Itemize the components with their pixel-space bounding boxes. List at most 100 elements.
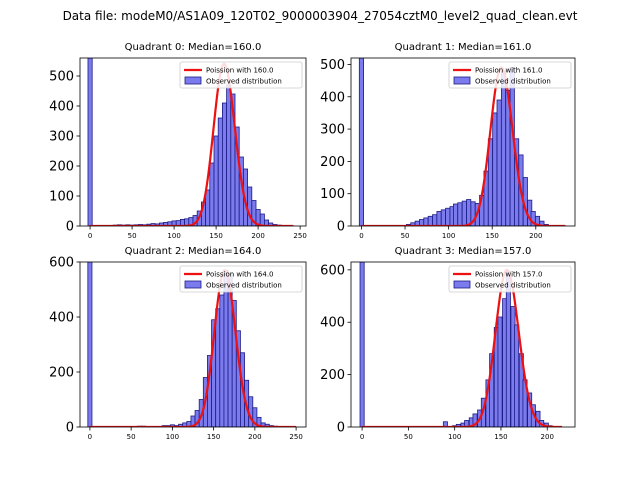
histogram-bar-24 [209, 162, 215, 226]
histogram-bar-9 [440, 209, 446, 226]
x-tick-label: 50 [404, 433, 413, 441]
histogram-bar-0 [87, 262, 93, 427]
subplot-title: Quadrant 0: Median=160.0 [125, 42, 262, 53]
y-tick-label: 400 [49, 311, 74, 326]
histogram-bar-27 [222, 102, 228, 226]
histogram-bar-6 [427, 215, 433, 226]
x-tick-label: 250 [293, 232, 306, 240]
y-tick-label: 500 [320, 58, 345, 73]
x-tick-label: 100 [442, 232, 455, 240]
histogram-bar-7 [432, 214, 438, 226]
x-tick-label: 250 [289, 433, 302, 441]
histogram-bar-8 [436, 211, 442, 226]
histogram-bar-15 [466, 199, 472, 226]
x-tick-label: 0 [88, 232, 92, 240]
subplot-title: Quadrant 3: Median=157.0 [395, 246, 532, 257]
histogram-bar-16 [215, 308, 221, 427]
histogram-bars [87, 262, 278, 427]
x-tick-label: 150 [494, 433, 507, 441]
x-tick-label: 100 [167, 232, 180, 240]
legend-box [179, 61, 303, 89]
x-tick-label: 200 [251, 232, 264, 240]
x-tick-label: 150 [207, 433, 220, 441]
legend-box [448, 61, 572, 89]
histogram-bar-0 [359, 262, 365, 427]
poisson-curve [90, 62, 294, 226]
histogram-bar-5 [464, 420, 470, 427]
histogram-bar-10 [445, 207, 451, 226]
y-tick-label: 500 [49, 70, 74, 85]
histogram-bar-12 [453, 203, 459, 226]
legend-box [179, 265, 303, 293]
axes-frame [79, 57, 307, 227]
panel-quadrant-0: 0 50 100 150 200 250 0 100 200 300 400 500 Quadrant … [49, 42, 307, 240]
x-tick-label: 0 [88, 433, 92, 441]
legend-bar-swatch [453, 280, 471, 289]
x-tick-label: 200 [541, 433, 554, 441]
figure-title: Data file: modeM0/AS1A09_120T02_90000039… [62, 9, 578, 23]
legend-bar-swatch [184, 76, 202, 85]
histogram-bar-14 [461, 200, 467, 226]
y-tick-label: 200 [49, 366, 74, 381]
y-tick-label: 400 [320, 90, 345, 105]
y-tick-label: 200 [320, 368, 345, 383]
x-tick-label: 50 [127, 433, 136, 441]
legend-label-observed: Observed distribution [475, 78, 551, 86]
y-tick-label: 0 [337, 220, 345, 235]
y-tick-label: 600 [49, 256, 74, 271]
y-tick-label: 400 [49, 100, 74, 115]
legend-bar-swatch [453, 76, 471, 85]
subplot-title: Quadrant 1: Median=161.0 [395, 42, 532, 53]
poisson-curve [89, 269, 297, 427]
y-tick-label: 200 [320, 155, 345, 170]
legend-label-poisson: Poission with 164.0 [206, 271, 274, 279]
x-tick-label: 150 [209, 232, 222, 240]
histogram-bar-18 [223, 269, 229, 427]
histogram-bar-25 [213, 135, 219, 226]
histogram-bar-28 [226, 84, 232, 226]
y-tick-label: 0 [66, 220, 74, 235]
histogram-bar-15 [505, 270, 511, 427]
subplot-title: Quadrant 2: Median=164.0 [125, 246, 262, 257]
x-tick-label: 100 [166, 433, 179, 441]
histogram-bar-26 [256, 416, 262, 427]
y-tick-label: 600 [320, 263, 345, 278]
histogram-bar-13 [457, 202, 463, 226]
histogram-bar-0 [358, 58, 365, 226]
x-tick-label: 100 [448, 433, 461, 441]
legend-label-observed: Observed distribution [206, 78, 282, 86]
y-tick-label: 0 [66, 421, 74, 436]
x-tick-label: 50 [128, 232, 137, 240]
histogram-bar-36 [259, 213, 265, 226]
axes-frame [350, 57, 576, 227]
histogram-bar-17 [219, 294, 225, 427]
legend-label-poisson: Poission with 157.0 [475, 271, 543, 279]
legend-bar-swatch [184, 280, 202, 289]
histogram-bar-13 [497, 316, 503, 427]
y-tick-label: 100 [49, 190, 74, 205]
axes-frame [79, 261, 307, 428]
panel-quadrant-3: 0 50 100 150 200 0 200 400 600 Quadrant 3: Median… [320, 246, 576, 441]
x-tick-label: 150 [486, 232, 499, 240]
panel-quadrant-1: 0 50 100 150 200 0 100 200 300 400 500 Quadrant 1: … [320, 42, 576, 240]
y-tick-label: 100 [320, 187, 345, 202]
histogram-bar-17 [514, 324, 520, 427]
histogram-bar-22 [496, 99, 502, 226]
y-tick-label: 400 [320, 316, 345, 331]
legend-label-poisson: Poission with 160.0 [206, 67, 274, 75]
histogram-bar-5 [423, 217, 429, 226]
axes-frame [350, 261, 576, 428]
y-tick-label: 300 [49, 130, 74, 145]
legend-label-observed: Observed distribution [475, 282, 551, 290]
y-tick-label: 200 [49, 160, 74, 175]
x-tick-label: 200 [529, 232, 542, 240]
histogram-bar-23 [500, 70, 507, 226]
x-tick-label: 50 [401, 232, 410, 240]
histogram-bar-26 [217, 117, 223, 226]
histogram-bar-0 [87, 58, 93, 226]
y-tick-label: 300 [320, 123, 345, 138]
legend-label-poisson: Poission with 161.0 [475, 67, 543, 75]
histogram-bar-21 [492, 112, 498, 226]
legend-label-observed: Observed distribution [206, 282, 282, 290]
